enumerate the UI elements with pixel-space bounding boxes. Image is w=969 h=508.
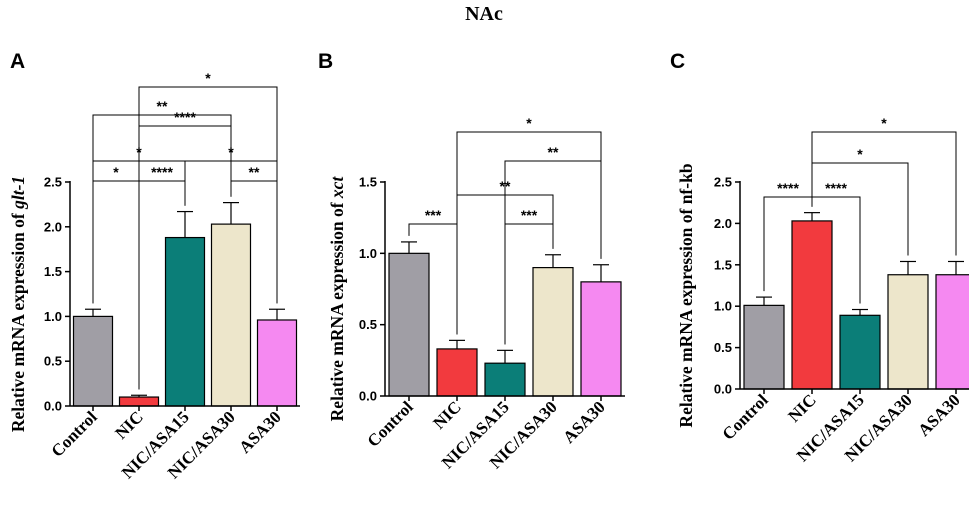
significance-bracket [92,114,232,304]
y-axis-label-gene: xct [327,176,347,200]
bar-nic [118,396,160,407]
significance-label: * [526,115,532,131]
y-axis-label-prefix: Relative mRNA expression of [327,198,347,421]
bar-nic-asa30 [887,274,929,390]
figure-title: NAc [465,3,503,25]
y-tick-label: 0.5 [359,317,377,332]
x-tick-label: ASA30 [235,407,285,457]
y-tick-label: 1.0 [714,299,732,314]
panel-label: A [10,50,25,73]
y-axis-label-gene: nf-kb [676,163,696,204]
y-tick-label: 1.5 [44,264,62,279]
y-axis-label-prefix: Relative mRNA expression of [8,209,28,432]
bar-nic [791,220,833,390]
bar-nic [436,348,478,397]
x-tick-label: NIC [429,397,464,432]
x-tick-label: Control [364,397,417,450]
significance-label: **** [151,164,173,180]
significance-bracket [456,131,602,335]
y-axis-label-gene: glt-1 [8,176,28,210]
significance-label: **** [825,180,847,196]
x-tick-label: Control [48,407,101,460]
bar-control [743,304,785,390]
bar-control [72,315,114,407]
bar-nic-asa15 [839,314,881,390]
y-tick-label: 0.0 [359,389,377,404]
significance-label: * [857,146,863,162]
y-axis-label: Relative mRNA expression of nf-kb [676,163,696,427]
panel-a: A Relative mRNA expression of glt-1 0.0 0.5… [8,50,300,482]
significance-label: * [205,70,211,86]
bar-asa30 [256,319,298,407]
significance-bracket [811,131,957,256]
x-tick-label: Control [719,390,772,443]
panel-label: C [670,50,685,73]
significance-label: ** [548,144,559,160]
y-tick-label: 0.0 [714,382,732,397]
y-tick-label: 1.0 [359,246,377,261]
panel-label: B [318,50,333,73]
significance-label: *** [425,207,442,223]
y-tick-label: 2.5 [44,175,62,190]
bar-nic-asa15 [484,362,526,397]
panel-c: C Relative mRNA expression of nf-kb 0.0 0.5… [670,50,969,465]
bar-control [388,252,430,397]
significance-label: * [113,164,119,180]
y-axis-label: Relative mRNA expression of glt-1 [8,176,28,432]
y-tick-label: 2.0 [44,219,62,234]
bar-nic-asa15 [164,236,206,407]
significance-label: *** [521,207,538,223]
significance-label: ** [249,164,260,180]
y-tick-label: 1.5 [714,257,732,272]
bar-nic-asa30 [532,267,574,397]
x-tick-label: ASA30 [559,397,609,447]
y-tick-label: 0.5 [714,340,732,355]
significance-label: * [881,115,887,131]
bar-nic-asa30 [210,223,252,407]
significance-label: ** [157,98,168,114]
y-tick-label: 1.0 [44,309,62,324]
x-tick-label: NIC [784,390,819,425]
y-axis-label-prefix: Relative mRNA expression of [676,204,696,427]
y-tick-label: 2.5 [714,175,732,190]
panel-b: B Relative mRNA expression of xct 0.0 0.5 1.… [318,50,625,472]
x-tick-label: ASA30 [914,390,964,440]
y-axis-label: Relative mRNA expression of xct [327,176,347,422]
y-tick-label: 0.5 [44,354,62,369]
y-tick-label: 1.5 [359,175,377,190]
y-tick-label: 2.0 [714,216,732,231]
significance-bracket [138,86,278,390]
bar-asa30 [935,274,969,390]
y-tick-label: 0.0 [44,399,62,414]
x-tick-label: NIC [111,407,146,442]
significance-label: **** [174,109,196,125]
bar-asa30 [580,281,622,397]
significance-label: **** [777,180,799,196]
